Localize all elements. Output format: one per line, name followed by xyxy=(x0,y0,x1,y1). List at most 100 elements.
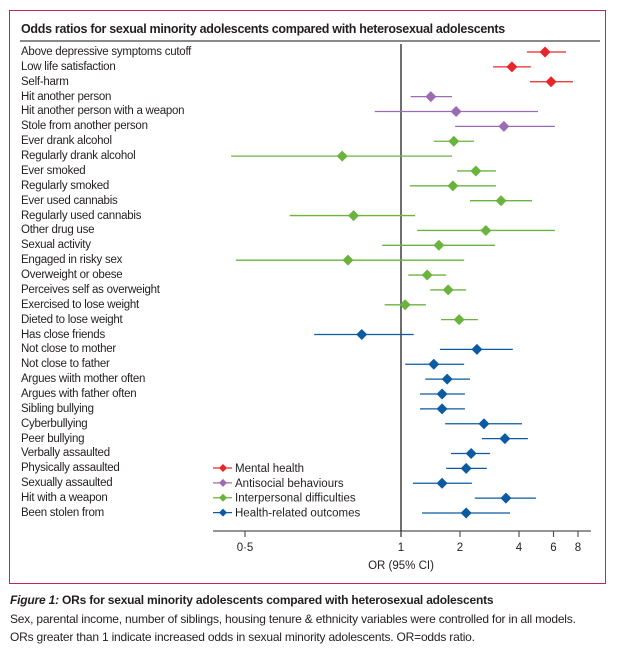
or-point-diamond xyxy=(436,388,448,400)
or-point-diamond xyxy=(539,46,551,58)
x-tick-label: 8 xyxy=(575,542,581,554)
row-label: Ever used cannabis xyxy=(21,194,118,207)
or-point-diamond xyxy=(495,195,507,207)
or-point-diamond xyxy=(433,239,445,251)
or-point-diamond xyxy=(500,492,512,504)
or-point-diamond xyxy=(453,314,465,326)
forest-row xyxy=(470,195,532,207)
legend-label: Interpersonal difficulties xyxy=(235,493,356,505)
row-label: Self-harm xyxy=(21,75,69,88)
caption-line-2: ORs greater than 1 indicate increased od… xyxy=(10,630,475,644)
caption-title: ORs for sexual minority adolescents comp… xyxy=(58,593,494,607)
forest-row xyxy=(439,343,513,355)
legend-label: Mental health xyxy=(235,463,304,475)
x-tick-label: 2 xyxy=(457,542,463,554)
legend-diamond-icon xyxy=(219,493,227,502)
or-point-diamond xyxy=(441,373,453,385)
or-point-diamond xyxy=(447,180,459,192)
forest-row xyxy=(374,105,538,117)
legend: Mental health Antisocial behaviours Interp… xyxy=(213,463,361,520)
or-point-diamond xyxy=(506,61,518,73)
or-point-diamond xyxy=(465,447,477,459)
legend-diamond-icon xyxy=(219,478,227,487)
forest-row xyxy=(529,76,573,88)
row-label: Stole from another person xyxy=(21,120,148,133)
or-point-diamond xyxy=(450,105,462,117)
x-tick-label: 0·5 xyxy=(237,542,254,554)
plot-rows xyxy=(231,46,573,519)
row-label: Hit with a weapon xyxy=(21,492,108,505)
row-label: Regularly used cannabis xyxy=(21,209,142,222)
or-point-diamond xyxy=(480,224,492,236)
legend-item-mental: Mental health xyxy=(213,463,304,475)
or-point-diamond xyxy=(428,358,440,370)
or-point-diamond xyxy=(356,329,368,341)
or-point-diamond xyxy=(448,135,460,147)
forest-row xyxy=(410,91,452,103)
caption-figure-label: Figure 1: xyxy=(10,593,59,607)
row-label: Perceives self as overweight xyxy=(21,283,160,296)
legend-diamond-icon xyxy=(219,508,227,517)
x-tick-label: 1 xyxy=(398,542,404,554)
or-point-diamond xyxy=(336,150,348,162)
forest-row xyxy=(455,120,555,132)
forest-row xyxy=(441,314,478,326)
forest-row xyxy=(425,373,471,385)
row-label: Argues wiith mother often xyxy=(21,373,146,386)
row-label: Other drug use xyxy=(21,224,95,237)
row-label: Regularly drank alcohol xyxy=(21,150,136,163)
row-label: Has close friends xyxy=(21,328,105,341)
forest-row xyxy=(446,462,487,474)
forest-plot: 0·5 1 2 4 6 8 Mental health Antisocial behavio… xyxy=(213,44,591,572)
forest-row xyxy=(409,180,496,192)
or-point-diamond xyxy=(399,299,411,311)
forest-row xyxy=(417,224,555,236)
or-point-diamond xyxy=(498,120,510,132)
forest-row xyxy=(482,433,528,445)
row-label: Verbally assaulted xyxy=(21,447,110,460)
row-label: Ever drank alcohol xyxy=(21,135,112,148)
row-label: Cyberbullying xyxy=(21,417,88,430)
forest-row xyxy=(451,447,491,459)
row-label: Sexual activity xyxy=(21,239,91,252)
forest-row xyxy=(526,46,567,58)
legend-item-interpersonal: Interpersonal difficulties xyxy=(213,493,356,505)
or-point-diamond xyxy=(545,76,557,88)
or-point-diamond xyxy=(499,433,511,445)
legend-item-health: Health-related outcomes xyxy=(213,508,361,520)
forest-row xyxy=(445,418,522,430)
row-label: Sibling bullying xyxy=(21,402,94,415)
forest-row xyxy=(456,165,496,177)
row-label: Ever smoked xyxy=(21,164,86,177)
row-label: Peer bullying xyxy=(21,432,85,445)
forest-row xyxy=(430,284,467,296)
forest-row xyxy=(408,269,447,281)
title-rule xyxy=(20,40,600,42)
legend-label: Antisocial behaviours xyxy=(235,478,344,490)
row-label: Low life satisfaction xyxy=(21,60,116,73)
legend-label: Health-related outcomes xyxy=(235,508,361,520)
row-label: Been stolen from xyxy=(21,506,104,519)
forest-row xyxy=(419,403,465,415)
row-label: Not close to mother xyxy=(21,343,116,356)
row-label: Regularly smoked xyxy=(21,179,110,192)
x-tick-label: 6 xyxy=(550,542,556,554)
or-point-diamond xyxy=(478,418,490,430)
x-axis-title: OR (95% CI) xyxy=(368,560,434,572)
forest-row xyxy=(419,388,465,400)
forest-row xyxy=(289,210,416,222)
forest-row xyxy=(433,135,475,147)
forest-row xyxy=(474,492,536,504)
or-point-diamond xyxy=(442,284,454,296)
row-label: Engaged in risky sex xyxy=(21,254,123,267)
x-tick-label: 4 xyxy=(516,542,523,554)
legend-item-antisocial: Antisocial behaviours xyxy=(213,478,344,490)
or-point-diamond xyxy=(436,477,448,489)
caption-line-1: Sex, parental income, number of siblings… xyxy=(10,611,576,626)
figure-caption: Figure 1: ORs for sexual minority adoles… xyxy=(10,591,610,647)
or-point-diamond xyxy=(425,91,437,103)
forest-row xyxy=(405,358,465,370)
or-point-diamond xyxy=(348,210,360,222)
legend-diamond-icon xyxy=(219,464,227,472)
or-point-diamond xyxy=(436,403,448,415)
